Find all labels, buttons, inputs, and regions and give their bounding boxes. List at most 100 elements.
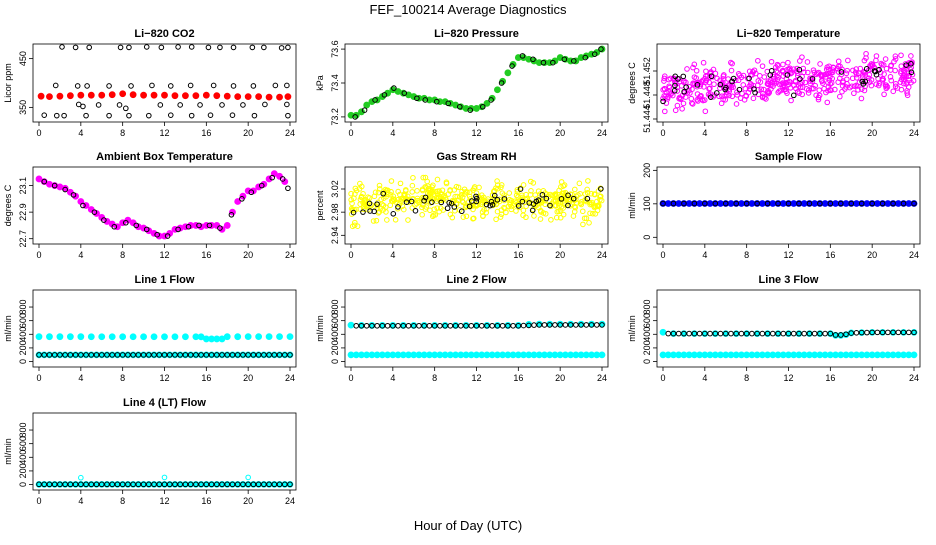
panel-title: Sample Flow: [755, 151, 823, 163]
data-point: [711, 81, 717, 88]
data-point: [245, 352, 251, 358]
panel-title: Line 1 Flow: [135, 274, 195, 286]
data-point: [140, 333, 147, 341]
data-point: [150, 333, 158, 341]
data-point: [908, 69, 915, 76]
data-point: [523, 214, 529, 221]
data-point: [249, 44, 256, 51]
data-point: [193, 352, 199, 358]
data-point: [427, 190, 434, 196]
data-point: [93, 481, 100, 488]
data-point: [719, 93, 725, 99]
data-point: [70, 192, 77, 198]
data-point: [572, 204, 579, 211]
data-point: [787, 85, 794, 91]
x-axis-label: Hour of Day (UTC): [413, 518, 523, 533]
data-point: [479, 103, 486, 110]
data-point: [422, 194, 429, 201]
data-point: [499, 190, 506, 196]
data-point: [140, 481, 147, 488]
data-point: [229, 352, 236, 358]
y-tick-label: 51.444: [642, 105, 652, 133]
data-point: [151, 352, 157, 358]
data-point: [818, 77, 825, 84]
data-point: [46, 93, 53, 101]
data-point: [565, 202, 571, 209]
data-point: [129, 219, 137, 227]
data-point: [853, 74, 860, 81]
series-1: [660, 61, 915, 105]
data-point: [348, 196, 354, 203]
data-point: [284, 93, 292, 101]
data-point: [419, 186, 426, 193]
data-point: [726, 82, 733, 89]
data-point: [572, 186, 578, 193]
data-point: [752, 89, 758, 96]
y-tick-label: 100: [642, 196, 652, 211]
data-point: [583, 215, 590, 222]
data-point: [505, 322, 511, 329]
data-point: [358, 322, 365, 329]
x-tick-label: 24: [909, 250, 919, 260]
series-0: [37, 90, 292, 101]
data-point: [712, 330, 719, 337]
x-tick-label: 12: [783, 250, 793, 260]
data-point: [451, 204, 458, 210]
data-point: [506, 190, 513, 196]
data-point: [853, 66, 860, 72]
data-point: [557, 214, 564, 221]
y-tick-label: 0: [642, 359, 652, 364]
data-point: [106, 83, 112, 89]
data-point: [784, 72, 791, 78]
data-point: [250, 352, 257, 358]
x-tick-label: 12: [159, 250, 169, 260]
data-point: [754, 200, 760, 207]
data-point: [686, 330, 692, 337]
data-point: [353, 322, 360, 329]
data-point: [460, 214, 467, 220]
data-point: [740, 72, 747, 79]
data-point: [198, 481, 204, 488]
data-point: [722, 200, 729, 207]
data-point: [888, 77, 895, 84]
data-point: [272, 82, 279, 89]
data-point: [376, 182, 383, 189]
data-point: [849, 75, 856, 82]
data-point: [119, 352, 126, 358]
x-tick-label: 8: [120, 250, 125, 260]
data-point: [519, 53, 526, 59]
data-point: [171, 333, 179, 341]
data-point: [409, 189, 415, 195]
data-point: [827, 200, 834, 207]
data-point: [95, 102, 102, 108]
data-point: [430, 182, 436, 189]
data-point: [223, 92, 231, 100]
data-point: [494, 196, 501, 203]
data-point: [850, 67, 856, 74]
series-1: [41, 174, 291, 239]
data-point: [662, 108, 668, 115]
data-point: [728, 330, 734, 337]
data-point: [729, 60, 735, 67]
x-tick-label: 8: [744, 128, 749, 138]
data-point: [429, 199, 435, 205]
data-point: [356, 186, 363, 192]
data-point: [361, 198, 368, 205]
data-point: [67, 481, 74, 488]
data-point: [261, 44, 267, 51]
y-tick-label: 3.02: [330, 180, 340, 198]
data-point: [414, 187, 420, 194]
data-point: [567, 322, 574, 328]
data-point: [198, 352, 204, 358]
data-point: [369, 322, 375, 329]
data-point: [498, 184, 504, 191]
data-point: [683, 84, 689, 90]
data-point: [468, 322, 475, 329]
data-point: [384, 89, 392, 97]
data-point: [481, 207, 487, 213]
data-point: [109, 481, 116, 488]
panel-1: Li−820 Pressure kPa 0 4 8 12 16 20 24 73.2 73.4 73.…: [315, 28, 609, 138]
data-point: [88, 481, 95, 488]
data-point: [746, 75, 752, 82]
